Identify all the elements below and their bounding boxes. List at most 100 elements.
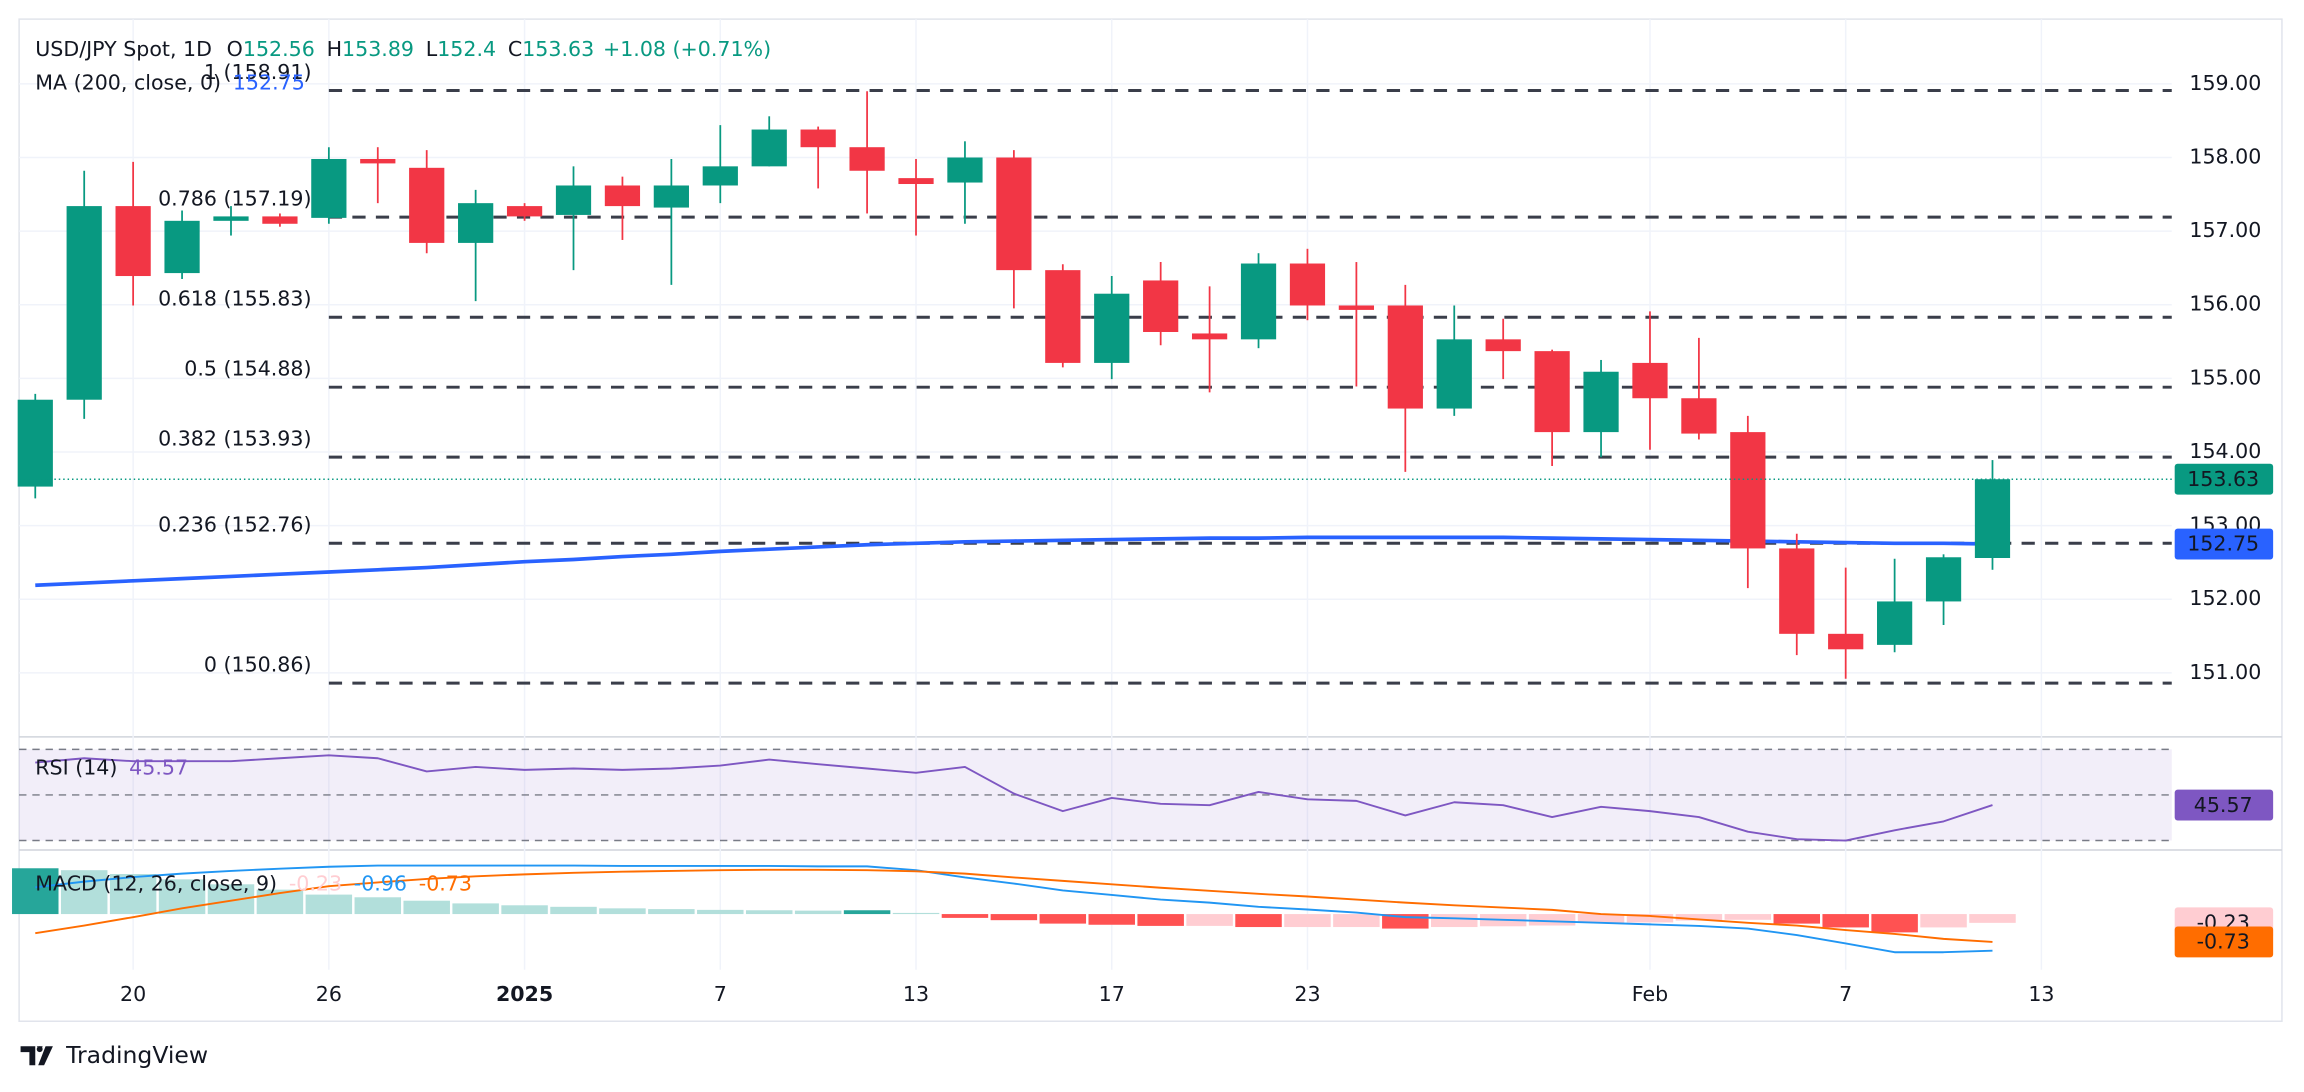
legend-series-name: MA (200, close, 0) — [35, 71, 221, 95]
candle-body — [262, 216, 298, 224]
histogram-bar — [109, 873, 157, 915]
histogram-bar — [354, 897, 402, 915]
indicator-title: MACD (12, 26, close, 9) — [35, 872, 277, 896]
y-tick-label: 152.00 — [2189, 586, 2261, 610]
candle-body — [1583, 371, 1619, 433]
candle-body — [1045, 270, 1081, 363]
macd-line — [35, 864, 1993, 954]
histogram-bar — [941, 914, 989, 918]
fib-level-label: 0.236 (152.76) — [158, 513, 311, 537]
candle-body — [1730, 432, 1766, 549]
signal-value: -0.73 — [419, 872, 472, 896]
histogram-bar — [1284, 914, 1331, 928]
fib-level-label: 0.5 (154.88) — [184, 357, 311, 381]
candle-body — [1143, 280, 1179, 332]
histogram-bar — [599, 908, 646, 915]
histogram-bar — [1137, 914, 1184, 926]
candle-body — [115, 206, 151, 277]
candle-body — [604, 185, 641, 207]
candle-body — [1240, 263, 1277, 340]
price-badge-label: 152.75 — [2187, 532, 2259, 556]
chart-title: USD/JPY Spot, 1D — [35, 37, 212, 61]
signal-line — [35, 868, 1993, 943]
fib-level-label: 0 (150.86) — [204, 653, 312, 677]
histogram-bar — [550, 906, 597, 915]
histogram-bar — [452, 903, 499, 915]
macd-value: -0.96 — [354, 872, 407, 896]
candle-body — [555, 185, 592, 215]
histogram-bar — [794, 910, 842, 915]
price-badge — [2174, 789, 2274, 821]
price-badge — [2174, 463, 2274, 495]
candle-body — [213, 216, 249, 221]
histogram-bar — [697, 909, 744, 915]
legend-series-name: RSI (14) — [35, 755, 117, 779]
x-tick-label: 13 — [903, 982, 929, 1006]
histogram-value: -0.23 — [289, 872, 342, 896]
candle-body — [1094, 293, 1130, 363]
candle-body — [506, 206, 543, 217]
x-tick-label: 7 — [714, 982, 727, 1006]
change-label: +1.08 (+0.71%) — [603, 37, 771, 61]
candle-body — [849, 147, 885, 171]
candle-body — [1632, 362, 1668, 399]
histogram-bar — [1969, 914, 2016, 923]
y-tick-label: 155.00 — [2189, 365, 2261, 389]
y-tick-label: 159.00 — [2189, 71, 2261, 95]
histogram-bar — [501, 905, 548, 915]
ohlc-label: H — [327, 37, 342, 61]
legend-series-value: 45.57 — [129, 755, 188, 779]
x-tick-label: 7 — [1839, 982, 1852, 1006]
candle-body — [1485, 339, 1521, 352]
candle-body — [1925, 557, 1962, 602]
histogram-bar — [1333, 914, 1380, 928]
candle-body — [1681, 398, 1717, 434]
ohlc-value: 152.4 — [437, 37, 496, 61]
candle-body — [458, 203, 494, 243]
candle-body — [1436, 339, 1472, 409]
candle-body — [1289, 263, 1326, 306]
candle-body — [1828, 633, 1864, 650]
fib-level-label: 1 (158.91) — [204, 60, 312, 84]
price-badge — [2174, 926, 2274, 958]
candle-body — [1387, 305, 1423, 409]
ohlc-label: O — [227, 37, 243, 61]
y-tick-label: 151.00 — [2189, 660, 2261, 684]
candle-body — [1877, 601, 1913, 645]
logo — [20, 1046, 53, 1066]
histogram-bar — [843, 910, 891, 915]
legend-series: MACD (12, 26, close, 9) -0.23 -0.96 -0.73 — [35, 872, 472, 896]
y-tick-label: 156.00 — [2189, 292, 2261, 316]
histogram-bar — [12, 868, 59, 915]
y-tick-label: 154.00 — [2189, 439, 2261, 463]
histogram-bar — [1528, 914, 1576, 926]
histogram-bar — [1626, 914, 1674, 923]
x-tick-label: 23 — [1294, 982, 1320, 1006]
ohlc-value: 152.56 — [243, 37, 315, 61]
histogram-bar — [1235, 914, 1282, 928]
histogram-bar — [1186, 914, 1233, 926]
candle-body — [653, 185, 689, 208]
candle-body — [996, 157, 1032, 271]
legend-series: MA (200, close, 0) 152.75 — [35, 71, 305, 95]
x-tick-label: 13 — [2028, 982, 2054, 1006]
candle-body — [898, 178, 934, 185]
histogram-bar — [305, 894, 353, 915]
candle-body — [1779, 548, 1815, 634]
ohlc-label: L — [426, 37, 438, 61]
histogram-bar — [990, 914, 1038, 921]
histogram-bar — [1822, 914, 1869, 928]
histogram-bar — [648, 909, 695, 915]
ohlc-value: 153.63 — [522, 37, 594, 61]
histogram-bar — [1871, 914, 1918, 933]
histogram-bar — [1039, 914, 1087, 924]
candle-body — [1191, 333, 1228, 340]
candle-body — [1338, 305, 1375, 310]
legend-header: USD/JPY Spot, 1D O152.56 H153.89 L152.4 C153… — [35, 37, 771, 61]
candle-body — [947, 157, 983, 183]
x-tick-label: 2025 — [496, 982, 553, 1006]
x-tick-label: 26 — [316, 982, 342, 1006]
price-badge-label: -0.73 — [2197, 930, 2250, 954]
moving-average-line — [35, 535, 1993, 588]
